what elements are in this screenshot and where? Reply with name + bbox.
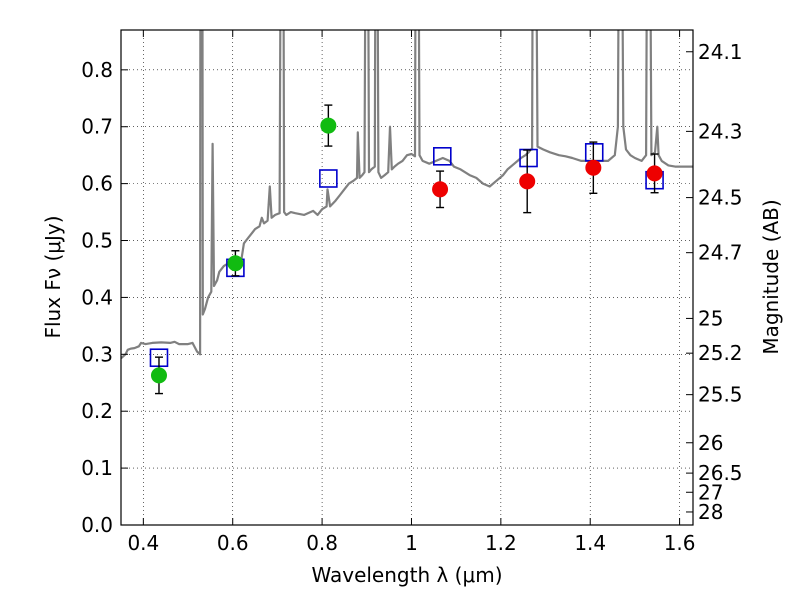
x-tick-label: 1 [405, 531, 418, 555]
x-tick-label: 1.6 [664, 531, 696, 555]
nir-data-point [519, 173, 536, 190]
y-tick-label: 0.8 [81, 58, 113, 82]
x-tick-label: 0.8 [306, 531, 338, 555]
mag-tick-label: 25 [698, 306, 723, 330]
model-spectrum-line [121, 30, 693, 360]
nir-data-point [432, 181, 449, 198]
mag-tick-label: 24.7 [698, 241, 743, 265]
optical-data-point [320, 117, 337, 134]
y-tick-label: 0.1 [81, 456, 113, 480]
x-tick-label: 1.2 [485, 531, 517, 555]
optical-data-point [150, 367, 167, 384]
x-tick-label: 1.4 [574, 531, 606, 555]
mag-tick-label: 24.5 [698, 186, 743, 210]
nir-data-point [585, 159, 602, 176]
mag-tick-label: 26 [698, 431, 723, 455]
nir-data-point [646, 165, 663, 182]
x-tick-label: 0.6 [217, 531, 249, 555]
y-tick-label: 0.4 [81, 285, 113, 309]
mag-tick-label: 24.1 [698, 40, 743, 64]
y-tick-label: 0.5 [81, 229, 113, 253]
y-tick-label: 0.6 [81, 172, 113, 196]
x-axis-title: Wavelength λ (μm) [311, 563, 502, 587]
mag-tick-label: 28 [698, 500, 723, 524]
y-axis-title: Flux Fν (μJy) [41, 215, 65, 338]
mag-tick-label: 27 [698, 480, 723, 504]
synthetic-point [319, 169, 338, 188]
optical-data-point [227, 255, 244, 272]
y-tick-label: 0.2 [81, 399, 113, 423]
data-layer [121, 30, 693, 395]
mag-tick-label: 24.3 [698, 119, 743, 143]
tick-labels: 0.4 0.6 0.8 1 1.2 1.4 1.6 0.0 0.1 0.2 0.3 0.4 0.5 0.6… [81, 40, 742, 555]
x-tick-label: 0.4 [127, 531, 159, 555]
mag-tick-label: 25.2 [698, 341, 743, 365]
y-tick-label: 0.3 [81, 342, 113, 366]
ticks [121, 30, 693, 526]
right-axis-title: Magnitude (AB) [759, 199, 783, 354]
y-tick-label: 0.0 [81, 513, 113, 537]
synthetic-point [433, 147, 452, 166]
plot-frame [120, 29, 694, 526]
y-tick-label: 0.7 [81, 115, 113, 139]
mag-tick-label: 25.5 [698, 383, 743, 407]
mag-tick-label: 26.5 [698, 461, 743, 485]
